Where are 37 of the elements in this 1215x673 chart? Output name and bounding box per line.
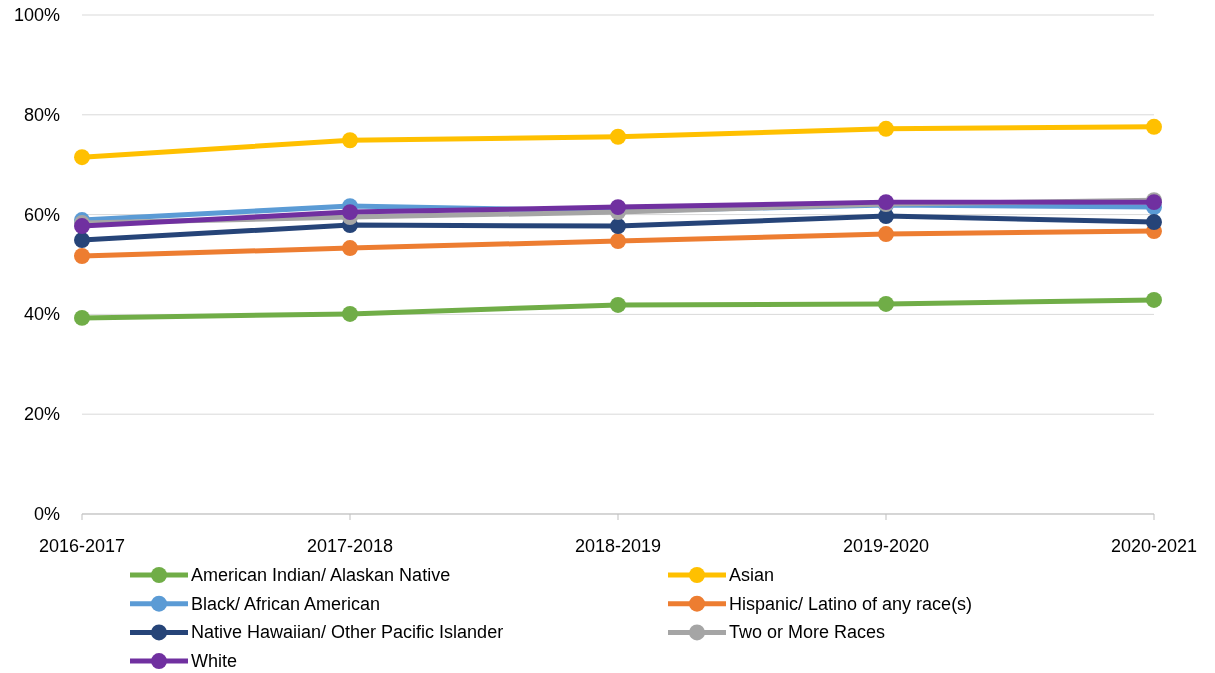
y-tick-label: 100% [13, 5, 60, 25]
y-tick-label: 60% [23, 204, 60, 225]
point [342, 305, 358, 322]
x-tick-label: 2017-2018 [306, 536, 394, 556]
y-tick-label: 80% [23, 104, 60, 125]
legend-label: American Indian/ Alaskan Native [191, 565, 451, 585]
point [74, 248, 90, 264]
point [342, 132, 358, 149]
point [74, 232, 90, 249]
point [610, 128, 626, 145]
legend-label: Hispanic/ Latino of any race(s) [729, 593, 973, 614]
point [878, 226, 894, 243]
point [74, 309, 90, 326]
point [610, 218, 626, 235]
point [1146, 291, 1162, 308]
x-tick-label: 2020-2021 [1110, 536, 1198, 556]
point [1146, 118, 1162, 135]
point [878, 120, 894, 137]
legend-label: Native Hawaiian/ Other Pacific Islander [191, 622, 504, 643]
point [610, 233, 626, 250]
legend-label: Asian [729, 565, 775, 585]
point [342, 240, 358, 256]
point [74, 149, 90, 166]
point [878, 295, 894, 312]
y-tick-label: 40% [23, 304, 60, 325]
point [610, 199, 626, 216]
legend-label: Two or More Races [729, 622, 886, 643]
point [610, 296, 626, 313]
x-tick-label: 2016-2017 [38, 536, 126, 556]
legend-label: Black/ African American [191, 593, 381, 614]
x-tick-label: 2019-2020 [842, 536, 930, 556]
y-tick-label: 0% [33, 504, 60, 524]
point [1146, 214, 1162, 231]
y-tick-label: 20% [23, 404, 60, 425]
legend-label: White [191, 651, 238, 672]
point [342, 204, 358, 221]
x-tick-label: 2018-2019 [574, 536, 662, 556]
